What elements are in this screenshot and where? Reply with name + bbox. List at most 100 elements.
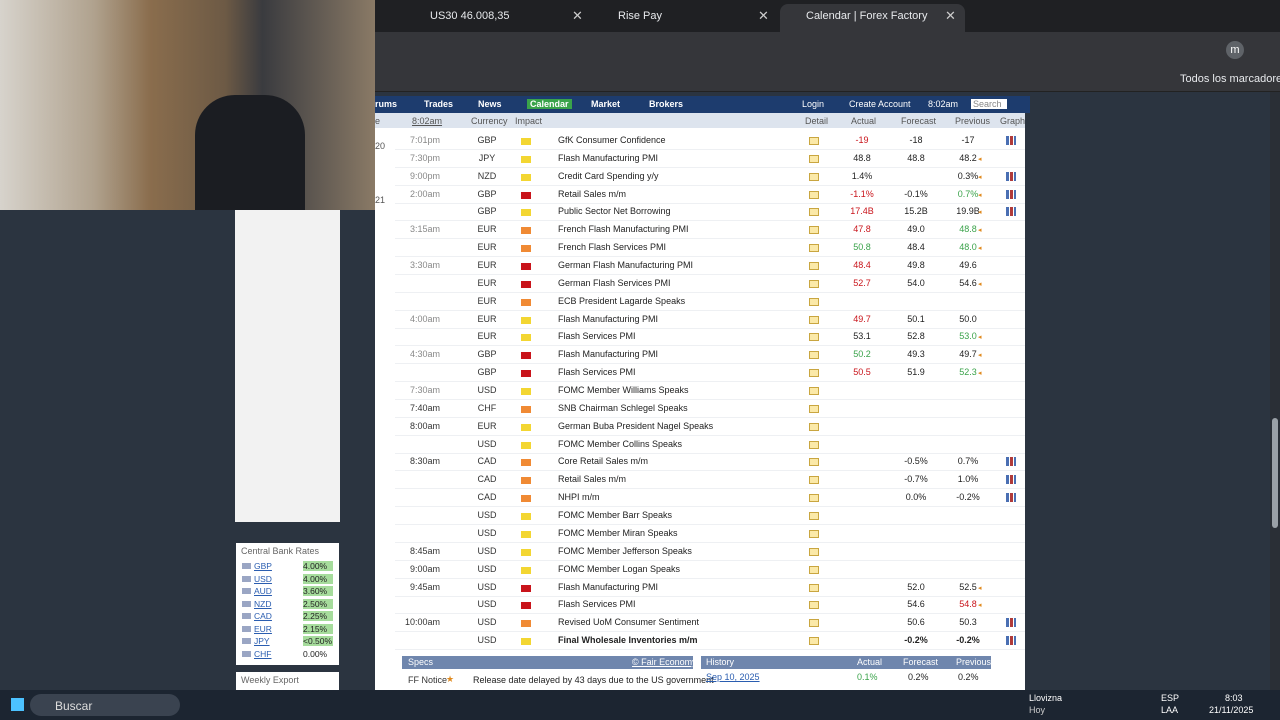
detail-icon[interactable] bbox=[809, 154, 819, 163]
detail-icon[interactable] bbox=[809, 172, 819, 181]
event-name[interactable]: Flash Manufacturing PMI bbox=[558, 313, 659, 324]
detail-icon[interactable] bbox=[809, 619, 819, 628]
detail-icon[interactable] bbox=[809, 137, 819, 145]
search[interactable]: Search bbox=[971, 99, 1007, 109]
graph-icon[interactable] bbox=[1006, 618, 1016, 628]
profile[interactable]: m bbox=[1226, 41, 1244, 59]
detail-icon[interactable] bbox=[809, 512, 819, 521]
event-name[interactable]: Flash Manufacturing PMI bbox=[558, 581, 659, 592]
event-name[interactable]: French Flash Services PMI bbox=[558, 242, 667, 253]
nav-item[interactable]: Trades bbox=[424, 99, 454, 109]
event-name[interactable]: FOMC Member Miran Speaks bbox=[558, 527, 678, 538]
bookmarks-label[interactable]: Todos los marcadores bbox=[1180, 73, 1280, 85]
event-name[interactable]: ECB President Lagarde Speaks bbox=[558, 295, 686, 306]
event-name[interactable]: Retail Sales m/m bbox=[558, 188, 627, 199]
event-name[interactable]: Flash Manufacturing PMI bbox=[558, 152, 659, 163]
detail-icon[interactable] bbox=[809, 637, 819, 646]
event-name[interactable]: Flash Services PMI bbox=[558, 599, 636, 610]
event-name[interactable]: German Flash Manufacturing PMI bbox=[558, 260, 694, 271]
tab-close[interactable]: ✕ bbox=[572, 8, 583, 23]
detail-icon[interactable] bbox=[809, 476, 819, 485]
event-name[interactable]: Flash Manufacturing PMI bbox=[558, 349, 659, 360]
currency-code[interactable]: AUD bbox=[254, 586, 272, 596]
tab-close[interactable]: ✕ bbox=[758, 8, 769, 23]
graph-icon[interactable] bbox=[1006, 493, 1016, 503]
detail-icon[interactable] bbox=[809, 494, 819, 503]
event-name[interactable]: Final Wholesale Inventories m/m bbox=[558, 635, 698, 646]
detail-icon[interactable] bbox=[809, 226, 819, 235]
event-name[interactable]: German Buba President Nagel Speaks bbox=[558, 420, 714, 431]
nav-item[interactable]: Brokers bbox=[649, 99, 684, 109]
detail-icon[interactable] bbox=[809, 583, 819, 592]
detail-icon[interactable] bbox=[809, 190, 819, 199]
graph-icon[interactable] bbox=[1006, 171, 1016, 181]
event-name[interactable]: Credit Card Spending y/y bbox=[558, 170, 659, 181]
event-name[interactable]: Revised UoM Consumer Sentiment bbox=[558, 617, 700, 628]
currency-code[interactable]: CHF bbox=[254, 648, 272, 659]
event-name[interactable]: GfK Consumer Confidence bbox=[558, 135, 666, 145]
event-name[interactable]: Flash Services PMI bbox=[558, 367, 636, 378]
graph-icon[interactable] bbox=[1006, 136, 1016, 145]
event-name[interactable]: SNB Chairman Schlegel Speaks bbox=[558, 402, 688, 413]
currency-code[interactable]: GBP bbox=[254, 561, 272, 571]
currency-code[interactable]: USD bbox=[254, 573, 272, 584]
detail-icon[interactable] bbox=[809, 333, 819, 342]
graph-icon[interactable] bbox=[1006, 207, 1016, 217]
detail-icon[interactable] bbox=[809, 315, 819, 324]
specs-credit[interactable]: © Fair Economy bbox=[632, 657, 697, 667]
currency-code[interactable]: EUR bbox=[254, 623, 272, 634]
revision-arrow: ◂ bbox=[978, 155, 982, 163]
taskbar-search[interactable]: Buscar bbox=[55, 699, 93, 713]
detail-icon[interactable] bbox=[809, 422, 819, 431]
login[interactable]: Login bbox=[802, 99, 825, 109]
event-name[interactable]: French Flash Manufacturing PMI bbox=[558, 224, 689, 235]
event-name[interactable]: FOMC Member Williams Speaks bbox=[558, 385, 689, 396]
tab-title[interactable]: Calendar | Forex Factory bbox=[806, 10, 928, 22]
graph-icon[interactable] bbox=[1006, 475, 1016, 485]
currency-code[interactable]: NZD bbox=[254, 598, 272, 609]
history-date[interactable]: Sep 10, 2025 bbox=[706, 672, 760, 682]
event-name[interactable]: Retail Sales m/m bbox=[558, 474, 627, 485]
detail-icon[interactable] bbox=[809, 547, 819, 556]
nav-item[interactable]: rums bbox=[375, 99, 398, 109]
tab-title[interactable]: US30 46.008,35 bbox=[430, 10, 510, 22]
detail-icon[interactable] bbox=[809, 262, 819, 271]
event-name[interactable]: FOMC Member Collins Speaks bbox=[558, 438, 683, 449]
start-button[interactable] bbox=[11, 698, 24, 711]
graph-icon[interactable] bbox=[1006, 189, 1016, 199]
detail-icon[interactable] bbox=[809, 297, 819, 306]
detail-icon[interactable] bbox=[809, 565, 819, 574]
event-name[interactable]: Flash Services PMI bbox=[558, 331, 636, 342]
detail-icon[interactable] bbox=[809, 387, 819, 396]
event-name[interactable]: FOMC Member Barr Speaks bbox=[558, 510, 673, 521]
currency-code[interactable]: JPY bbox=[254, 636, 270, 646]
event-name[interactable]: FOMC Member Logan Speaks bbox=[558, 563, 681, 574]
nav-item[interactable]: News bbox=[478, 99, 502, 109]
detail-icon[interactable] bbox=[809, 440, 819, 449]
event-name[interactable]: Public Sector Net Borrowing bbox=[558, 206, 671, 217]
detail-icon[interactable] bbox=[809, 351, 819, 360]
tab-title[interactable]: Rise Pay bbox=[618, 10, 663, 22]
detail-icon[interactable] bbox=[809, 244, 819, 253]
graph-icon[interactable] bbox=[1006, 457, 1016, 467]
detail-icon[interactable] bbox=[809, 529, 819, 538]
detail-icon[interactable] bbox=[809, 404, 819, 413]
event-name[interactable]: FOMC Member Jefferson Speaks bbox=[558, 545, 692, 556]
nav-item[interactable]: Market bbox=[591, 99, 621, 109]
create-account[interactable]: Create Account bbox=[849, 99, 911, 109]
event-name[interactable]: Core Retail Sales m/m bbox=[558, 456, 649, 467]
currency-code[interactable]: CAD bbox=[254, 611, 272, 621]
search-box[interactable] bbox=[30, 694, 180, 716]
detail-icon[interactable] bbox=[809, 458, 819, 467]
history-previous: 0.2% bbox=[958, 672, 979, 682]
nav-item[interactable]: Calendar bbox=[527, 99, 572, 109]
event-name[interactable]: NHPI m/m bbox=[558, 492, 600, 503]
detail-icon[interactable] bbox=[809, 601, 819, 610]
graph-icon[interactable] bbox=[1006, 636, 1016, 646]
detail-icon[interactable] bbox=[809, 279, 819, 288]
detail-icon[interactable] bbox=[809, 369, 819, 378]
detail-icon[interactable] bbox=[809, 208, 819, 217]
row-divider bbox=[395, 166, 1025, 168]
event-name[interactable]: German Flash Services PMI bbox=[558, 277, 671, 288]
tab-close[interactable]: ✕ bbox=[945, 8, 956, 23]
